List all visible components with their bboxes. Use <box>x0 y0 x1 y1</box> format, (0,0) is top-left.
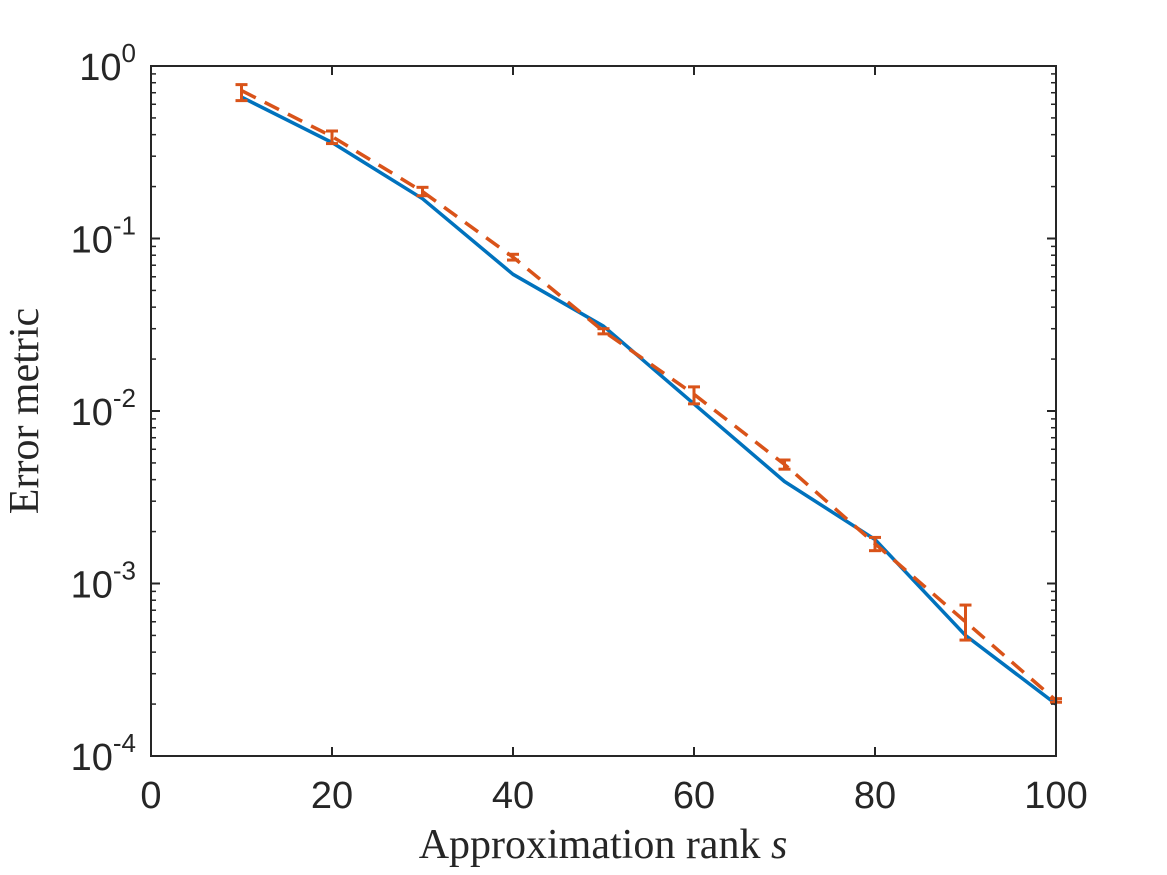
series-1-line <box>240 95 1058 706</box>
y-tick-label-base: 10 <box>71 737 113 779</box>
y-tick-label: 10-2 <box>71 383 136 434</box>
y-tick-label: 10-1 <box>71 211 136 262</box>
y-tick-label-exponent: -2 <box>113 383 136 413</box>
x-tick-label: 20 <box>311 775 353 817</box>
error-bar <box>959 603 972 642</box>
y-tick-label-exponent: -3 <box>113 556 136 586</box>
error-bar <box>688 385 700 406</box>
y-tick-label: 100 <box>79 38 136 89</box>
y-tick-label: 10-3 <box>71 556 136 607</box>
plot-area-background <box>151 66 1056 756</box>
series-2-line <box>240 89 1058 702</box>
error-bar <box>326 129 338 146</box>
y-tick-label-exponent: 0 <box>122 38 136 68</box>
error-bar <box>235 83 248 103</box>
x-tick-label: 0 <box>140 775 161 817</box>
y-tick-label-base: 10 <box>71 220 113 262</box>
y-axis-label: Error metric <box>2 308 48 514</box>
x-tick-label: 100 <box>1024 775 1087 817</box>
error-bar <box>507 252 519 262</box>
y-tick-label: 10-4 <box>71 728 136 779</box>
error-bar <box>778 458 791 471</box>
y-tick-label-base: 10 <box>71 565 113 607</box>
y-tick-label-base: 10 <box>79 47 121 89</box>
x-tick-label: 60 <box>673 775 715 817</box>
x-tick-label: 80 <box>854 775 896 817</box>
y-tick-label-base: 10 <box>71 392 113 434</box>
y-tick-label-exponent: -1 <box>113 211 136 241</box>
x-axis-label: Approximation rank s <box>419 822 788 868</box>
x-axis-label-symbol: s <box>771 822 787 868</box>
error-bar <box>416 185 429 198</box>
x-tick-label: 40 <box>492 775 534 817</box>
y-tick-label-exponent: -4 <box>113 728 136 758</box>
error-bar <box>869 535 881 553</box>
series-layer <box>235 83 1062 706</box>
error-bar <box>597 327 610 336</box>
x-axis-label-text: Approximation rank <box>419 822 761 868</box>
